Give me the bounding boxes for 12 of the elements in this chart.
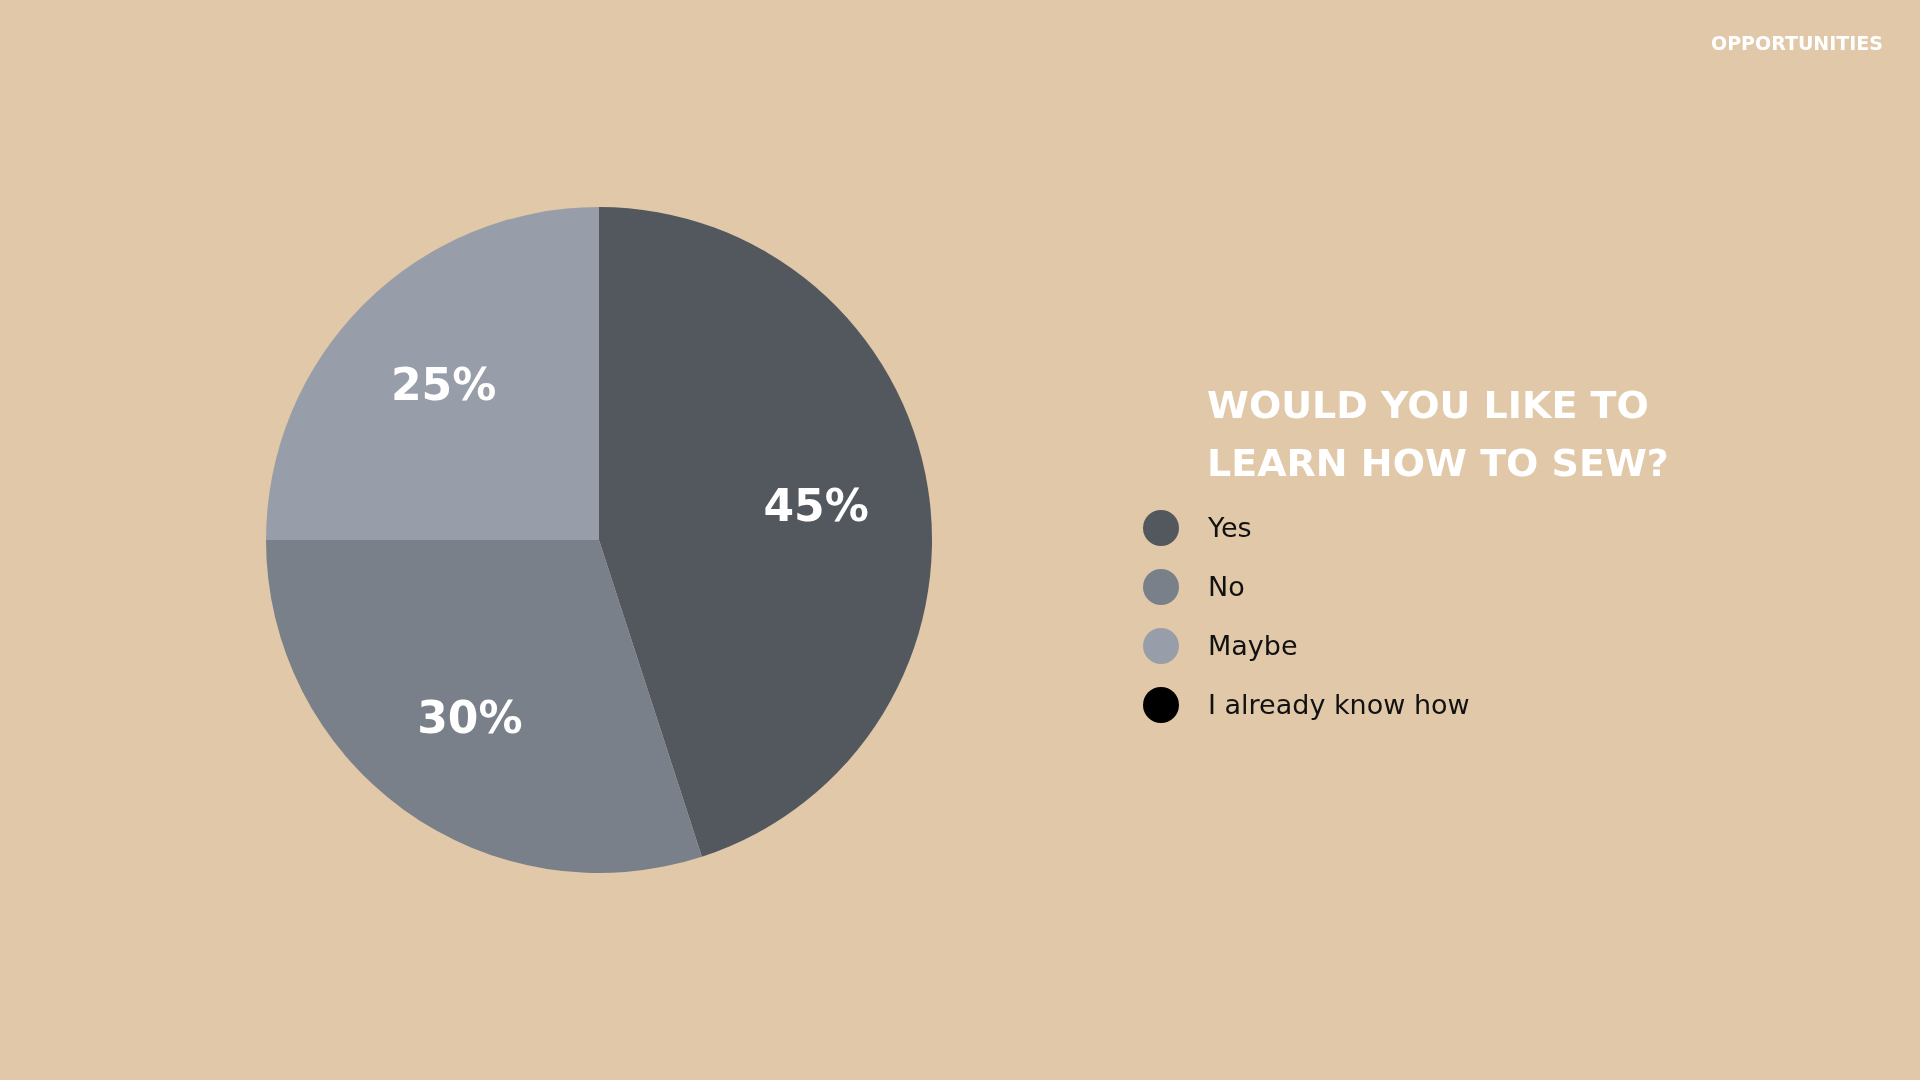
legend-label: Yes <box>1207 512 1252 544</box>
data-label: 30% <box>417 692 523 744</box>
legend-label: Maybe <box>1208 630 1298 662</box>
pie-slice <box>266 540 702 873</box>
legend-label: I already know how <box>1208 689 1470 721</box>
data-label: 45% <box>763 480 869 532</box>
legend-label: No <box>1208 571 1245 603</box>
text: WOULD YOU LIKE TO LEARN HOW TO SEW? <box>1207 383 1669 485</box>
data-label: 25% <box>390 358 497 410</box>
text: OPPORTUNITIES <box>1711 32 1883 54</box>
pie-slice <box>266 207 599 540</box>
pie-slice <box>599 207 932 857</box>
